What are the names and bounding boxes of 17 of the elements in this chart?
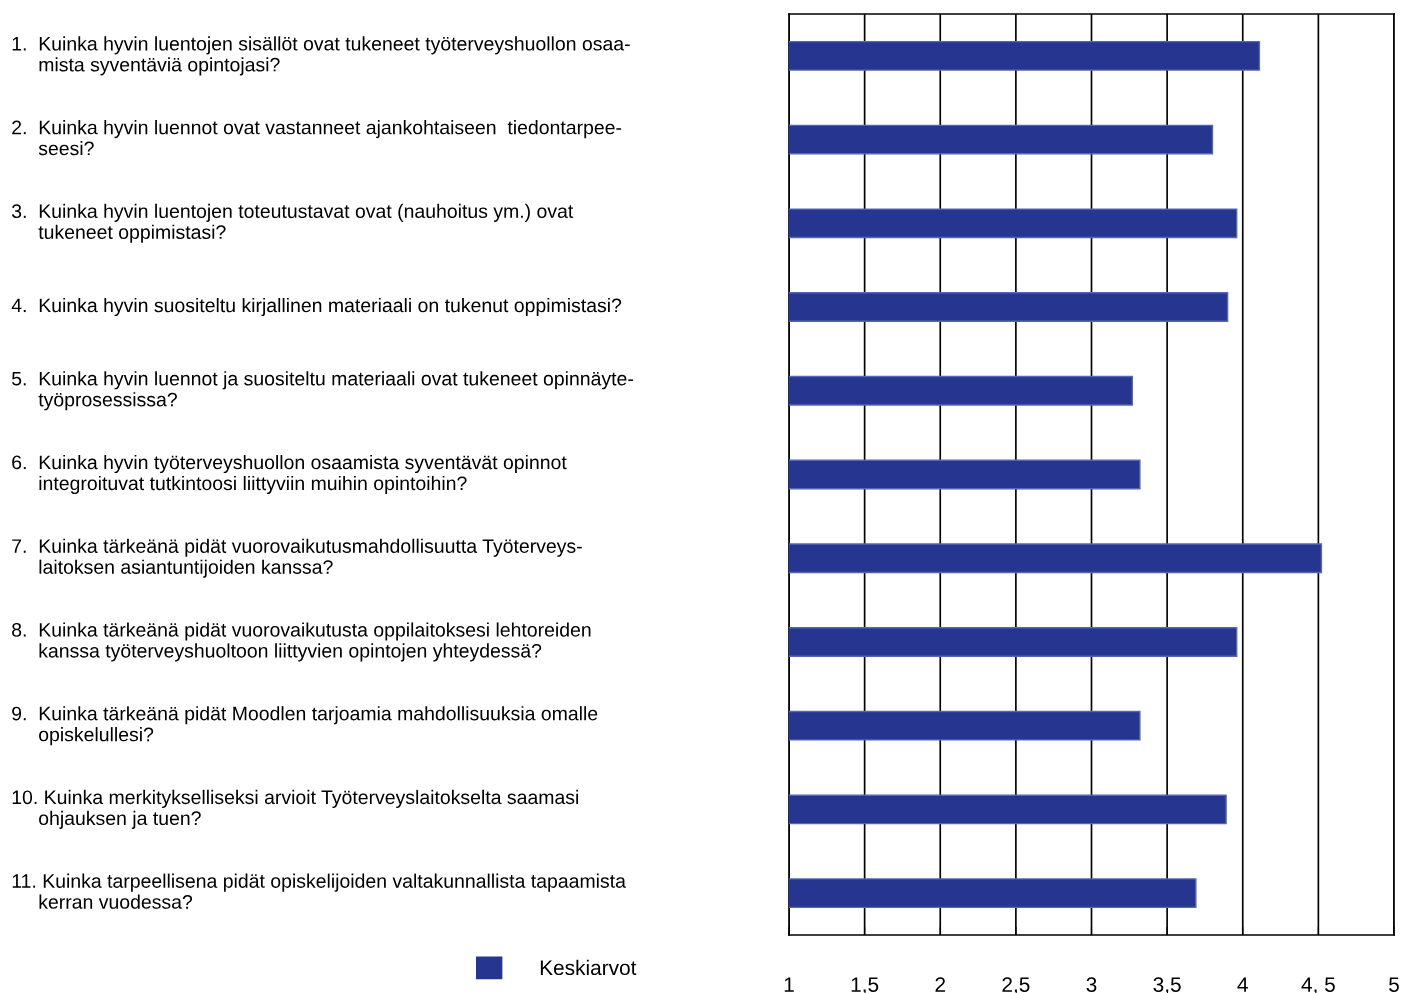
y-tick-label: 5. Kuinka hyvin luennot ja suositeltu materiaali ovat tukeneet opinnäyte- työprosessissa? — [12, 371, 633, 411]
y-tick-label: 2. Kuinka hyvin luennot ovat vastanneet ajankohtaiseen tiedontarpee- seesi? — [12, 120, 622, 156]
x-tick-label: 4 — [1237, 977, 1248, 992]
x-tick-label: 1 — [784, 977, 794, 992]
x-tick-label: 5 — [1389, 977, 1399, 992]
y-tick-label: 4. Kuinka hyvin suositeltu kirjallinen materiaali on tukenut oppimistasi? — [11, 297, 622, 317]
x-tick-label: 2 — [935, 977, 945, 992]
y-tick-label: 3. Kuinka hyvin luentojen toteutustavat ovat (nauhoitus ym.) ovat tukeneet oppimistasi? — [11, 203, 574, 243]
y-tick-label: 11. Kuinka tarpeellisena pidät opiskelijoiden valtakunnallista tapaamista kerran vuodessa? — [12, 873, 626, 909]
y-tick-label: 7. Kuinka tärkeänä pidät vuorovaikutusmahdollisuutta Työterveys- laitoksen asiantuntijoiden kanssa? — [12, 538, 582, 578]
y-tick-label: 10. Kuinka merkitykselliseksi arvioit Työterveyslaitokselta saamasi ohjauksen ja tuen? — [12, 789, 578, 829]
y-tick-label: 8. Kuinka tärkeänä pidät vuorovaikutusta oppilaitoksesi lehtoreiden kanssa työterveyshuoltoon liittyvien opintojen yhteydessä? — [12, 622, 591, 662]
y-tick-label: 6. Kuinka hyvin työterveyshuollon osaamista syventävät opinnot integroituvat tutkintoosi liittyviin muihin opintoihin? — [12, 454, 567, 495]
y-tick-label: 1. Kuinka hyvin luentojen sisällöt ovat tukeneet työterveyshuollon osaa- mista syventäviä opintojasi? — [12, 36, 630, 76]
x-tick-label: 3 — [1086, 977, 1097, 992]
y-tick-label: 9. Kuinka tärkeänä pidät Moodlen tarjoamia mahdollisuuksia omalle opiskelullesi? — [12, 706, 598, 746]
legend-label: Keskiarvot — [540, 959, 637, 976]
